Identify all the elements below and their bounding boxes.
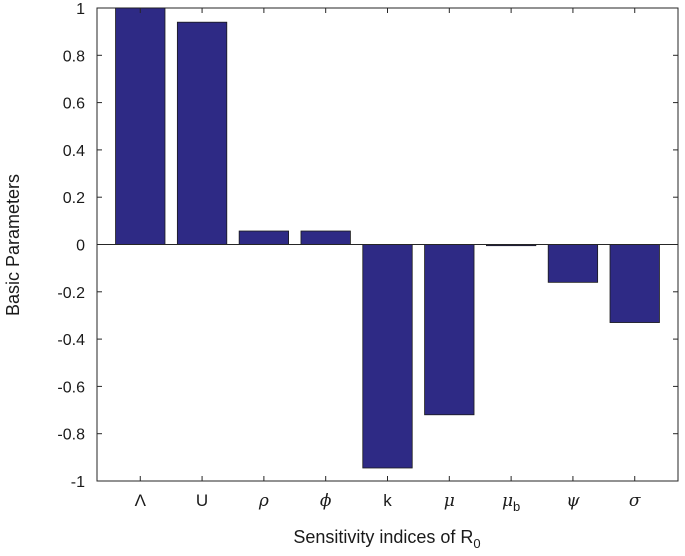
x-axis-label-subscript: 0 — [473, 536, 480, 551]
bar — [547, 244, 599, 283]
x-tick-label: ϕ — [320, 491, 332, 511]
bar — [238, 230, 290, 245]
y-tick-label: 0.4 — [63, 143, 85, 160]
x-tick-label: Λ — [135, 491, 147, 510]
bar — [300, 230, 351, 245]
y-axis-ticks: 1 0.8 0.6 0.4 0.2 0 -0.2 -0.4 -0.6 -0.8 -1 — [57, 1, 678, 491]
bar — [609, 244, 660, 323]
y-tick-label: 0.8 — [63, 48, 85, 65]
y-tick-label: -0.2 — [57, 285, 85, 302]
y-tick-label: 0.2 — [63, 190, 85, 207]
bar — [115, 7, 166, 245]
y-tick-label: -0.6 — [57, 379, 85, 396]
bar — [176, 21, 228, 245]
x-tick-label: σ — [629, 491, 641, 511]
y-tick-label: 0.6 — [63, 96, 85, 113]
x-axis-label-main: Sensitivity indices of R — [293, 527, 473, 547]
x-tick-label: k — [383, 491, 392, 510]
y-tick-label: -1 — [71, 474, 85, 491]
bar — [424, 244, 475, 416]
x-tick-label: ψ — [566, 491, 580, 511]
y-tick-label: 0 — [76, 238, 85, 255]
x-tick-label: μ — [444, 491, 455, 511]
x-axis-label: Sensitivity indices of R0 — [293, 527, 480, 551]
x-tick-label: ρ — [258, 491, 269, 511]
y-axis-label: Basic Parameters — [3, 174, 23, 316]
y-tick-label: -0.8 — [57, 427, 85, 444]
y-tick-label: -0.4 — [57, 332, 85, 349]
x-tick-label: U — [196, 491, 208, 510]
x-tick-label: μb — [502, 491, 520, 514]
y-tick-label: 1 — [76, 1, 85, 18]
bar — [362, 244, 413, 469]
